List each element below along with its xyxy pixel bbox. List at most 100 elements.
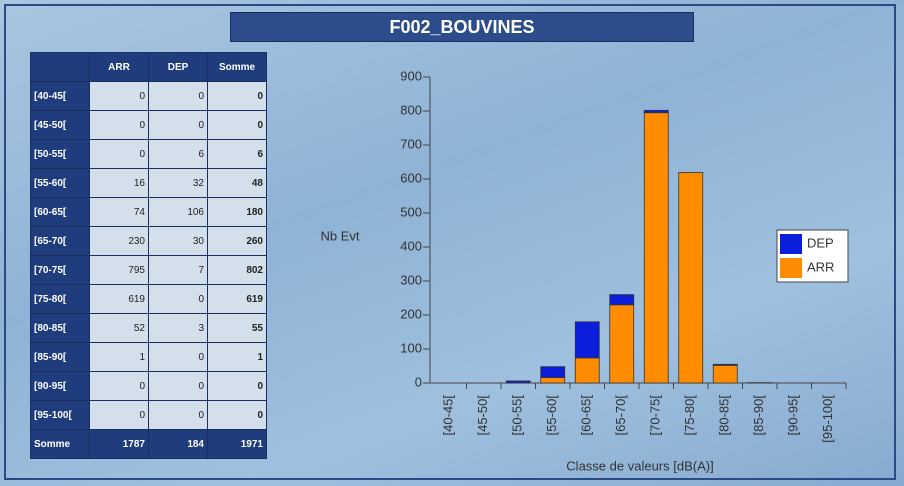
- total-row: Somme 1787 184 1971: [30, 429, 267, 459]
- x-tick-label: [50-55[: [510, 395, 525, 436]
- cell: 1971: [207, 429, 267, 459]
- cell: 0: [207, 110, 267, 140]
- bar-segment: [609, 304, 635, 384]
- x-tick-label: [40-45[: [441, 395, 456, 436]
- bar-segment: [678, 172, 704, 384]
- x-axis-label: Classe de valeurs [dB(A)]: [566, 458, 713, 473]
- cell: 6: [148, 139, 208, 169]
- cell: 180: [207, 197, 267, 227]
- legend-label: DEP: [807, 235, 834, 250]
- row-label: [60-65[: [30, 197, 90, 227]
- y-tick-label: 300: [400, 272, 422, 287]
- table-row: [90-95[0 0 0: [30, 371, 267, 401]
- cell: 0: [148, 342, 208, 372]
- x-tick-label: [70-75[: [648, 395, 663, 436]
- y-axis-label: Nb Evt: [320, 228, 359, 243]
- x-tick-label: [65-70[: [613, 395, 628, 436]
- cell: 6: [207, 139, 267, 169]
- bar-segment: [712, 364, 738, 384]
- table-row: [75-80[619 0 619: [30, 284, 267, 314]
- cell: 0: [148, 400, 208, 430]
- bar-segment: [574, 321, 600, 359]
- cell: 1: [89, 342, 149, 372]
- cell: 52: [89, 313, 149, 343]
- cell: 0: [207, 81, 267, 111]
- cell: 184: [148, 429, 208, 459]
- x-tick-label: [60-65[: [579, 395, 594, 436]
- x-tick-label: [45-50[: [475, 395, 490, 436]
- legend-label: ARR: [807, 259, 834, 274]
- cell: 260: [207, 226, 267, 256]
- x-tick-label: [90-95[: [786, 395, 801, 436]
- y-tick-label: 500: [400, 204, 422, 219]
- x-tick-label: [55-60[: [544, 395, 559, 436]
- row-label: [95-100[: [30, 400, 90, 430]
- y-tick-label: 900: [400, 68, 422, 83]
- cell: 802: [207, 255, 267, 285]
- table-row: [80-85[52 3 55: [30, 313, 267, 343]
- y-tick-label: 0: [415, 374, 422, 389]
- cell: 795: [89, 255, 149, 285]
- bar-segment: [574, 357, 600, 384]
- table-row: [65-70[230 30 260: [30, 226, 267, 256]
- row-label: [70-75[: [30, 255, 90, 285]
- row-label: [40-45[: [30, 81, 90, 111]
- table-row: [40-45[0 0 0: [30, 81, 267, 111]
- cell: 0: [148, 81, 208, 111]
- bar-segment: [609, 294, 635, 306]
- y-tick-label: 200: [400, 306, 422, 321]
- column-header: ARR: [89, 52, 149, 82]
- cell: 0: [89, 139, 149, 169]
- cell: 1: [207, 342, 267, 372]
- bar-segment: [643, 109, 669, 114]
- x-tick-label: [95-100[: [820, 395, 835, 443]
- bar-segment: [712, 363, 738, 366]
- bar-segment: [540, 366, 566, 378]
- cell: 74: [89, 197, 149, 227]
- row-label: [65-70[: [30, 226, 90, 256]
- cell: 0: [89, 110, 149, 140]
- cell: 106: [148, 197, 208, 227]
- table-row: [70-75[795 7 802: [30, 255, 267, 285]
- bar-segment: [540, 377, 566, 384]
- table-row: [55-60[16 32 48: [30, 168, 267, 198]
- table-row: [85-90[1 0 1: [30, 342, 267, 372]
- y-tick-label: 400: [400, 238, 422, 253]
- table-row: [45-50[0 0 0: [30, 110, 267, 140]
- table-row: [95-100[0 0 0: [30, 400, 267, 430]
- row-label: [85-90[: [30, 342, 90, 372]
- cell: 3: [148, 313, 208, 343]
- cell: 619: [207, 284, 267, 314]
- legend-swatch: [780, 258, 802, 278]
- cell: 0: [207, 400, 267, 430]
- row-label: [45-50[: [30, 110, 90, 140]
- cell: 230: [89, 226, 149, 256]
- y-tick-label: 700: [400, 136, 422, 151]
- cell: 0: [148, 284, 208, 314]
- frame: [4, 4, 896, 480]
- cell: 0: [207, 371, 267, 401]
- y-tick-label: 100: [400, 340, 422, 355]
- cell: 48: [207, 168, 267, 198]
- row-label: [90-95[: [30, 371, 90, 401]
- column-header: Somme: [207, 52, 267, 82]
- cell: 55: [207, 313, 267, 343]
- bar-segment: [505, 380, 531, 384]
- cell: 619: [89, 284, 149, 314]
- bar-segment: [643, 112, 669, 384]
- table-row: [50-55[0 6 6: [30, 139, 267, 169]
- legend-swatch: [780, 234, 802, 254]
- cell: 30: [148, 226, 208, 256]
- y-tick-label: 800: [400, 102, 422, 117]
- y-tick-label: 600: [400, 170, 422, 185]
- x-tick-label: [80-85[: [717, 395, 732, 436]
- row-label: Somme: [30, 429, 90, 459]
- cell: 0: [148, 371, 208, 401]
- x-tick-label: [75-80[: [682, 395, 697, 436]
- row-label: [55-60[: [30, 168, 90, 198]
- row-label: [80-85[: [30, 313, 90, 343]
- table-row: [60-65[74 106 180: [30, 197, 267, 227]
- cell: 0: [89, 81, 149, 111]
